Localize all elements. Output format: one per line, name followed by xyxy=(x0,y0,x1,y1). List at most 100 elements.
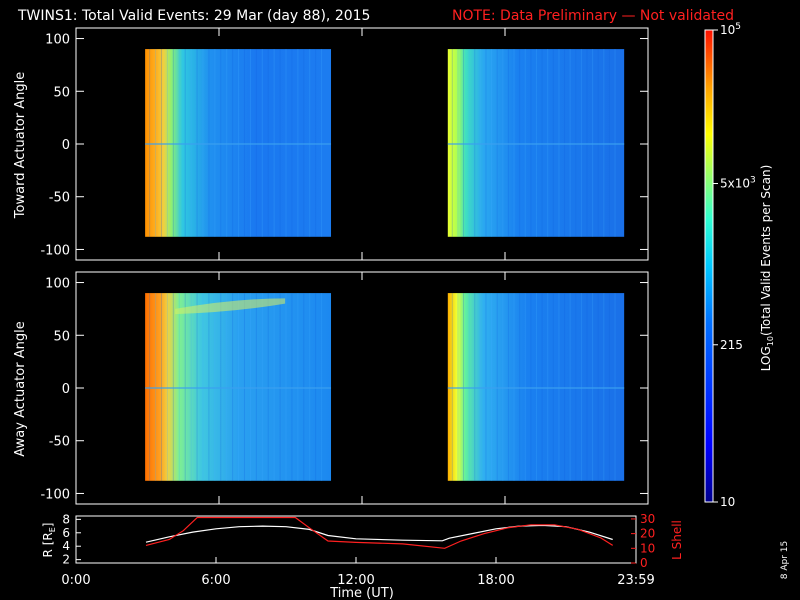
ytick-label: -100 xyxy=(40,487,70,502)
heatmap-streak xyxy=(166,49,168,237)
ytick-label: 0 xyxy=(62,382,70,397)
orbit-right-tick-label: 20 xyxy=(640,527,655,541)
orbit-left-tick-label: 6 xyxy=(62,526,70,540)
heatmap-hotspot xyxy=(175,298,286,315)
heatmap-streak xyxy=(249,49,251,237)
heatmap-streak xyxy=(608,293,610,481)
heatmap-streak xyxy=(208,49,210,237)
heatmap-streak xyxy=(547,49,549,237)
heatmap-streak xyxy=(457,293,459,481)
heatmap-streak xyxy=(208,293,210,481)
colorbar-tick-label: 215 xyxy=(720,338,743,352)
heatmap-streak xyxy=(178,49,180,237)
heatmap-streak xyxy=(315,293,317,481)
heatmap-streak xyxy=(502,49,504,237)
heatmap-streak xyxy=(524,293,526,481)
colorbar-ticks: 105 5x103 215 10 xyxy=(713,22,756,509)
heatmap-streak xyxy=(249,293,251,481)
heatmap-block xyxy=(145,293,332,481)
heatmap-streak xyxy=(279,49,281,237)
heatmap-streak xyxy=(558,49,560,237)
heatmap-streak xyxy=(496,49,498,237)
heatmap-streak xyxy=(196,293,198,481)
heatmap-streak xyxy=(541,49,543,237)
toward-heatmap xyxy=(145,49,625,237)
heatmap-streak xyxy=(614,49,616,237)
heatmap-streak xyxy=(592,293,594,481)
colorbar-tick-label: 105 xyxy=(720,22,741,37)
chart-title: TWINS1: Total Valid Events: 29 Mar (day … xyxy=(17,8,370,24)
heatmap-streak xyxy=(273,293,275,481)
heatmap-streak xyxy=(491,49,493,237)
heatmap-streak xyxy=(309,49,311,237)
heatmap-streak xyxy=(232,293,234,481)
heatmap-streak xyxy=(184,49,186,237)
heatmap-streak xyxy=(564,49,566,237)
orbit-right-tick-label: 0 xyxy=(640,556,648,570)
heatmap-streak xyxy=(196,49,198,237)
orbit-left-tick-label: 2 xyxy=(62,553,70,567)
heatmap-streak xyxy=(214,49,216,237)
heatmap-block xyxy=(447,293,625,481)
heatmap-zero-band xyxy=(145,143,332,145)
heatmap-streak xyxy=(172,49,174,237)
heatmap-streak xyxy=(463,49,465,237)
heatmap-streak xyxy=(220,293,222,481)
heatmap-block xyxy=(447,49,625,237)
heatmap-streak xyxy=(603,49,605,237)
heatmap-streak xyxy=(547,293,549,481)
heatmap-streak xyxy=(479,49,481,237)
heatmap-streak xyxy=(303,293,305,481)
heatmap-streak xyxy=(580,49,582,237)
heatmap-streak xyxy=(297,49,299,237)
orbit-left-ylabel: R [RE] xyxy=(41,523,57,558)
orbit-left-tick-label: 8 xyxy=(62,512,70,526)
heatmap-streak xyxy=(243,293,245,481)
heatmap-streak xyxy=(279,293,281,481)
heatmap-streak xyxy=(297,293,299,481)
heatmap-streak xyxy=(226,293,228,481)
side-date: 8 Apr 15 xyxy=(780,541,790,579)
heatmap-streak xyxy=(261,49,263,237)
heatmap-streak xyxy=(261,293,263,481)
lshell-series-line xyxy=(145,516,614,549)
heatmap-streak xyxy=(202,49,204,237)
heatmap-streak xyxy=(468,293,470,481)
colorbar xyxy=(704,29,714,503)
heatmap-streak xyxy=(586,49,588,237)
heatmap-streak xyxy=(149,293,151,481)
heatmap-streak xyxy=(485,293,487,481)
heatmap-streak xyxy=(457,49,459,237)
xtick-label: 0:00 xyxy=(61,573,90,588)
heatmap-streak xyxy=(474,49,476,237)
orbit-left-tick-label: 4 xyxy=(62,539,70,553)
heatmap-zero-band xyxy=(447,143,625,145)
heatmap-streak xyxy=(586,293,588,481)
heatmap-streak xyxy=(558,293,560,481)
orbit-right-tick-label: 10 xyxy=(640,541,655,555)
heatmap-streak xyxy=(502,293,504,481)
heatmap-streak xyxy=(479,293,481,481)
ytick-label: -50 xyxy=(49,191,70,206)
heatmap-streak xyxy=(291,49,293,237)
heatmap-streak xyxy=(614,293,616,481)
heatmap-streak xyxy=(496,293,498,481)
ytick-label: 50 xyxy=(53,85,70,100)
heatmap-streak xyxy=(190,293,192,481)
heatmap-streak xyxy=(267,293,269,481)
heatmap-streak xyxy=(155,293,157,481)
xtick-label: 18:00 xyxy=(477,573,514,588)
toward-ylabel: Toward Actuator Angle xyxy=(13,72,28,219)
heatmap-streak xyxy=(155,49,157,237)
heatmap-streak xyxy=(491,293,493,481)
heatmap-streak xyxy=(226,49,228,237)
heatmap-streak xyxy=(255,293,257,481)
heatmap-streak xyxy=(178,293,180,481)
heatmap-streak xyxy=(552,49,554,237)
preliminary-note: NOTE: Data Preliminary — Not validated xyxy=(452,8,734,24)
heatmap-streak xyxy=(474,293,476,481)
heatmap-zero-band xyxy=(145,387,332,389)
heatmap-streak xyxy=(243,49,245,237)
heatmap-zero-band xyxy=(447,387,625,389)
ytick-label: 50 xyxy=(53,329,70,344)
